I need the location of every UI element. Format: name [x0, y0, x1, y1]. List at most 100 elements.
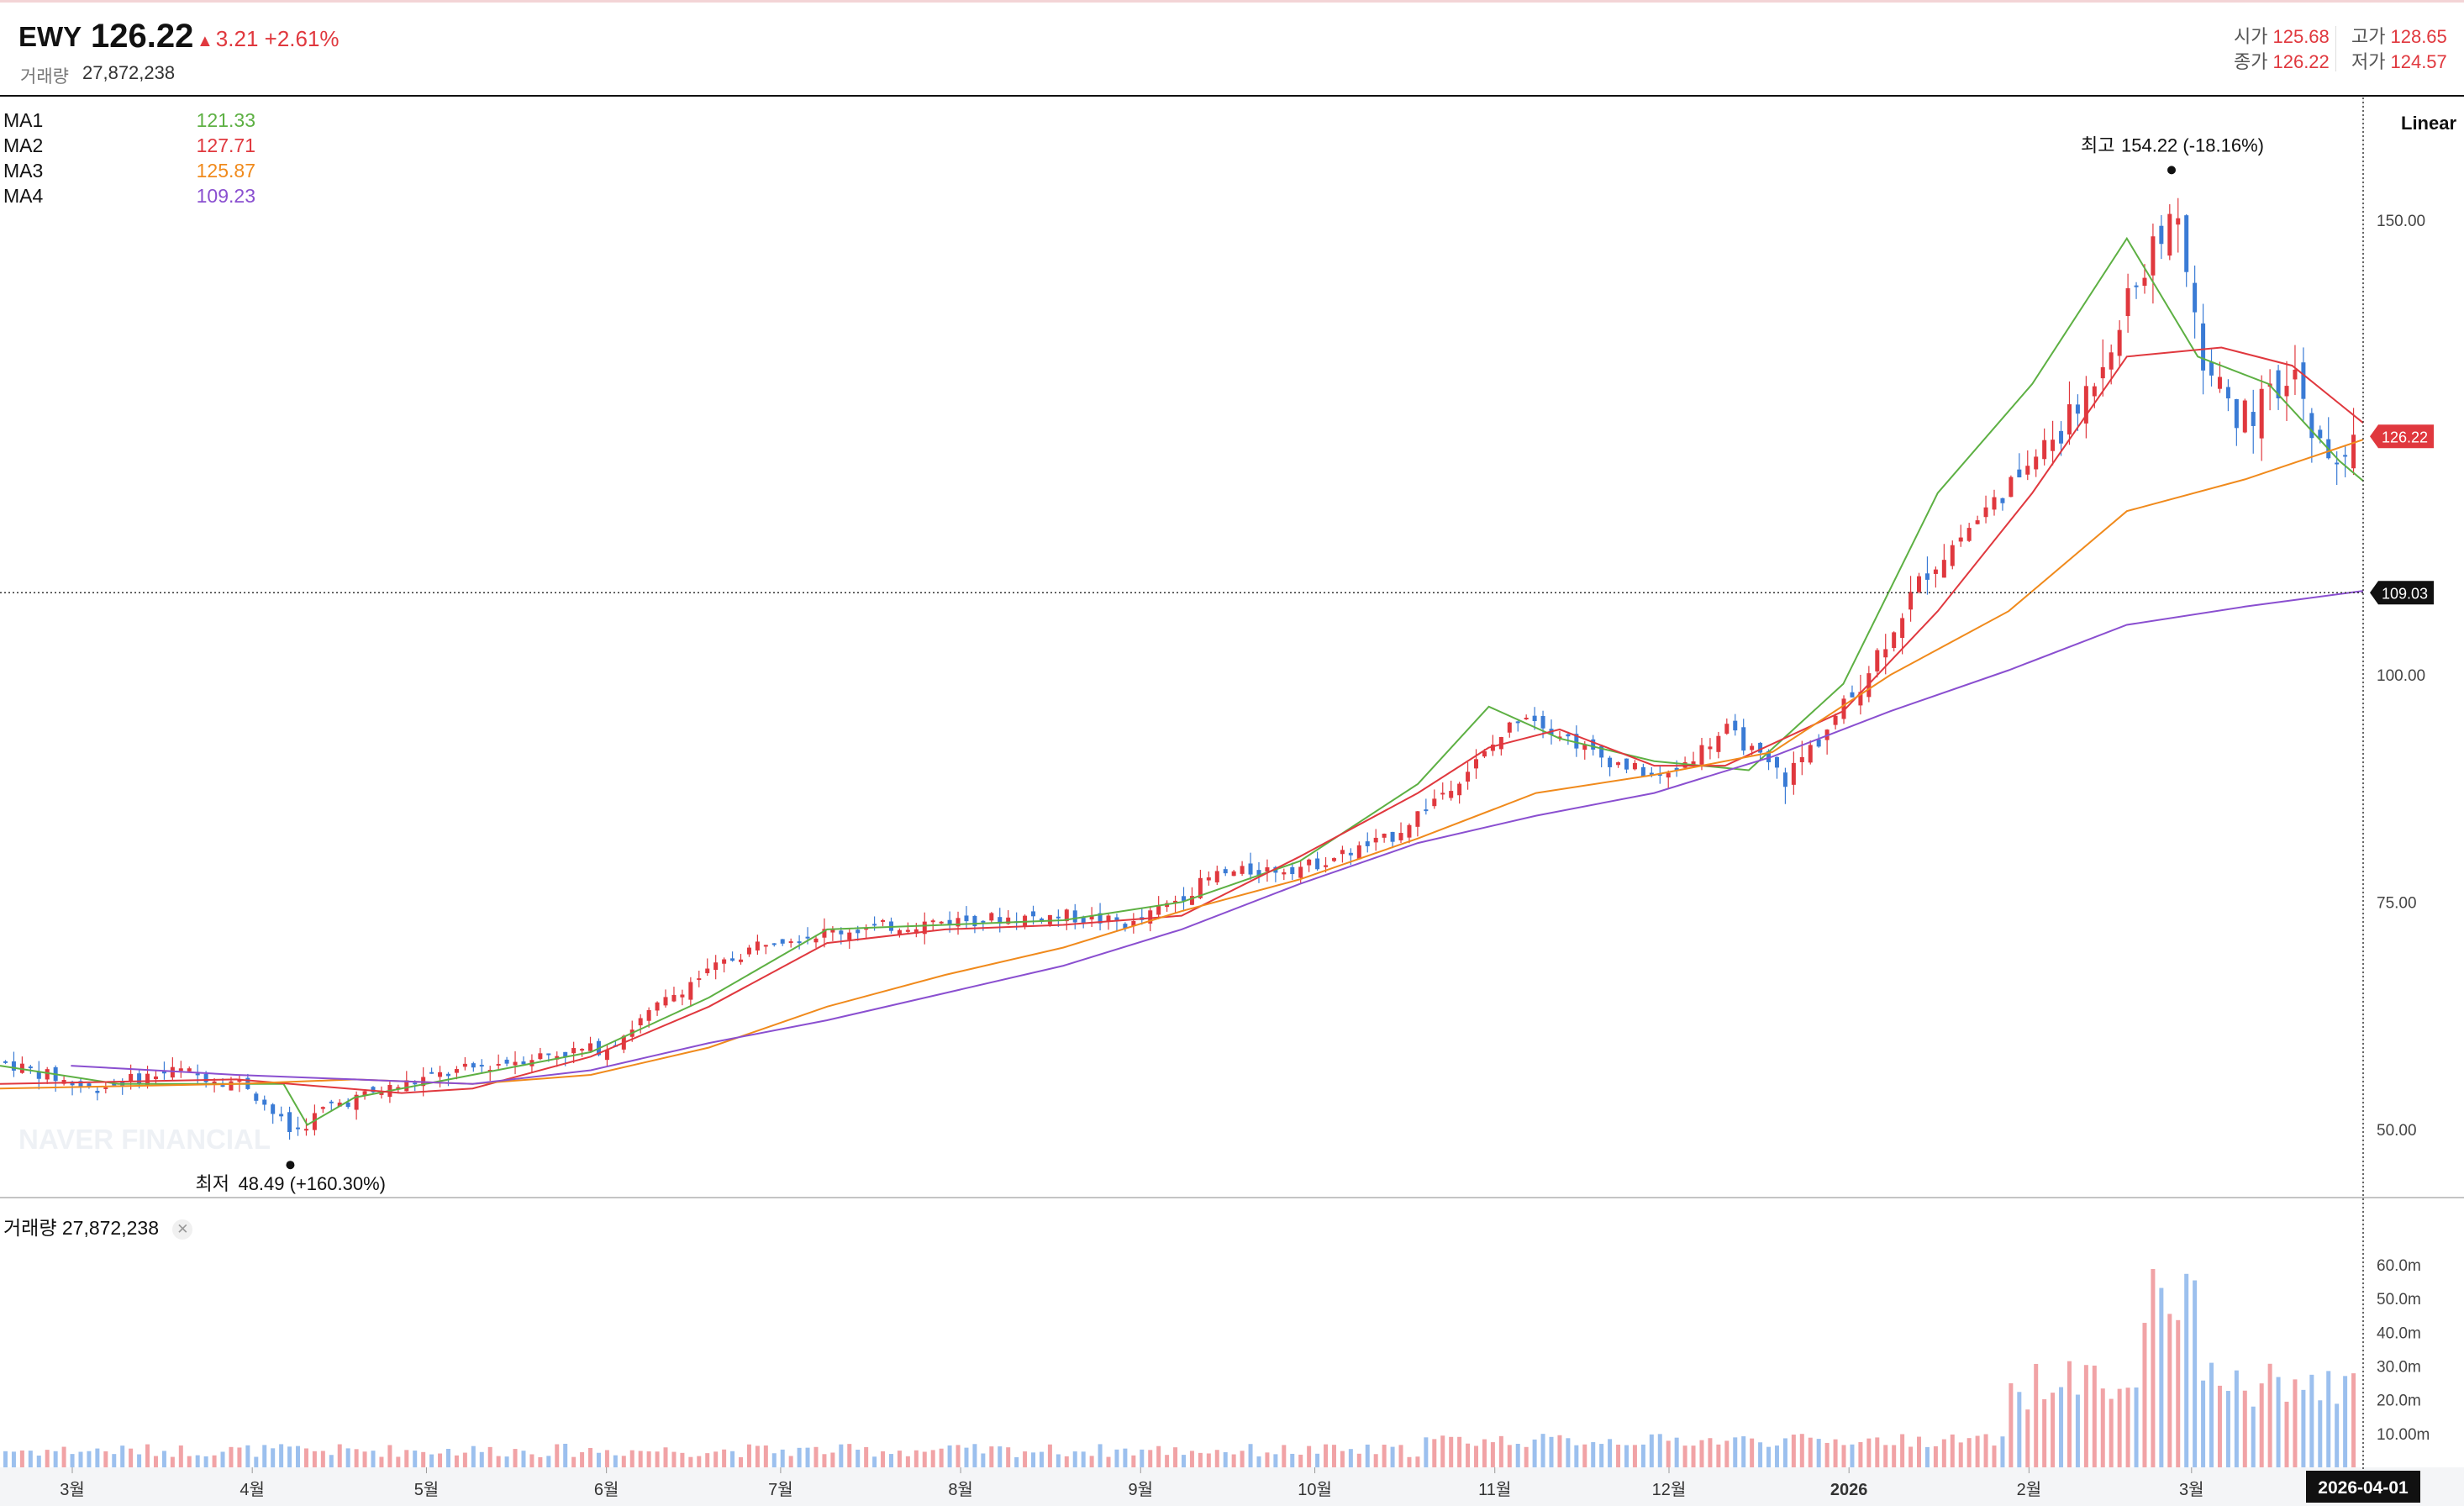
candle-body [580, 1049, 585, 1051]
volume-bar [1741, 1436, 1746, 1467]
volume-bar [1566, 1438, 1571, 1467]
volume-bar [930, 1450, 935, 1467]
volume-bar [956, 1445, 961, 1467]
volume-bar [2000, 1436, 2005, 1467]
candle-body [471, 1063, 476, 1068]
candle-body [354, 1094, 359, 1110]
change-value: 3.21 [215, 26, 259, 51]
volume-bar [53, 1451, 58, 1467]
candle-body [1966, 528, 1972, 541]
volume-bar [1256, 1456, 1261, 1467]
volume-bar [1599, 1444, 1604, 1467]
volume-bar [1348, 1449, 1353, 1467]
time-axis-band [0, 1467, 2464, 1506]
volume-bar [2335, 1403, 2340, 1467]
price-tick-label: 50.00 [2377, 1122, 2417, 1140]
volume-bar [1173, 1447, 1178, 1467]
last-price: 126.22 [91, 18, 194, 55]
candle-body [2025, 466, 2030, 475]
candle-body [688, 982, 693, 1000]
volume-bar [1265, 1452, 1270, 1467]
candle-body [379, 1092, 384, 1095]
candle-body [1440, 792, 1445, 795]
volume-bar [1515, 1443, 1520, 1467]
candle-body [1515, 721, 1520, 724]
candle-body [763, 945, 768, 947]
candle-body [1214, 871, 1219, 882]
volume-bar [822, 1454, 827, 1467]
candle-body [788, 941, 793, 944]
candle-body [2217, 376, 2222, 389]
volume-bar [2343, 1376, 2348, 1467]
volume-bar [1098, 1444, 1103, 1467]
volume-bar [2025, 1409, 2030, 1467]
volume-tick-label: 20.0m [2377, 1393, 2421, 1410]
cursor-date-tag [2306, 1471, 2420, 1503]
volume-bar [881, 1451, 886, 1467]
candle-body [1407, 824, 1412, 838]
volume-bar [1591, 1442, 1596, 1467]
volume-bar [1791, 1435, 1796, 1467]
volume-bar [187, 1456, 192, 1467]
volume-bar [2225, 1391, 2230, 1467]
volume-bar [1674, 1437, 1679, 1467]
candle-body [638, 1018, 643, 1026]
volume-bar [1824, 1442, 1830, 1467]
volume-bar [438, 1453, 443, 1467]
volume-bar [2083, 1365, 2088, 1467]
time-axis-label: 12월 [1652, 1480, 1687, 1499]
candle-body [646, 1009, 651, 1021]
candle-body [1189, 896, 1194, 905]
candle-body [771, 943, 777, 945]
volume-bar [688, 1456, 693, 1467]
close-icon[interactable]: ✕ [172, 1219, 193, 1240]
candle-body [1850, 692, 1855, 698]
scale-mode-button[interactable]: Linear [2401, 113, 2457, 134]
naver-financial-watermark: NAVER FINANCIAL [18, 1124, 271, 1155]
candle-body [404, 1080, 409, 1092]
candle-body [521, 1061, 526, 1065]
volume-tick-label: 60.0m [2377, 1257, 2421, 1275]
time-axis-label: 11월 [1478, 1480, 1511, 1499]
candle-body [1616, 762, 1621, 766]
candle-body [2159, 225, 2164, 245]
high-label: 고가 [2351, 26, 2386, 47]
candle-body [1766, 750, 1772, 762]
candle-body [1574, 734, 1579, 749]
volume-bar [178, 1445, 183, 1467]
candle-body [1006, 917, 1011, 924]
candle-body [1398, 833, 1403, 840]
candle-body [1432, 798, 1437, 807]
time-axis-label: 9월 [1129, 1480, 1154, 1499]
candle-body [513, 1061, 518, 1066]
candle-body [939, 921, 944, 924]
volume-bar [2217, 1385, 2222, 1467]
volume-bar [2017, 1392, 2022, 1467]
volume-bar [913, 1450, 919, 1467]
candles-group [3, 197, 2356, 1140]
candle-body [805, 936, 810, 939]
volume-bar [2284, 1401, 2289, 1467]
volume-bar [1014, 1456, 1019, 1467]
volume-bar [254, 1456, 259, 1467]
volume-bar [2293, 1379, 2298, 1467]
candle-body [504, 1059, 509, 1064]
volume-bar [2159, 1287, 2164, 1467]
candle-body [872, 924, 877, 926]
volume-bar [404, 1450, 409, 1467]
header-divider [0, 95, 2464, 97]
volume-bar [1883, 1445, 1888, 1467]
volume-bar [2276, 1377, 2281, 1467]
candle-body [571, 1048, 577, 1054]
volume-bar [2034, 1363, 2039, 1467]
volume-bar [396, 1456, 401, 1467]
volume-bar [1466, 1443, 1471, 1467]
candle-body [2151, 236, 2156, 276]
candle-body [1365, 841, 1370, 846]
candle-body [847, 932, 852, 940]
candle-body [2125, 287, 2130, 317]
high-value: 128.65 [2390, 26, 2447, 47]
volume-bar [1682, 1445, 1687, 1467]
volume-bar [864, 1446, 869, 1467]
